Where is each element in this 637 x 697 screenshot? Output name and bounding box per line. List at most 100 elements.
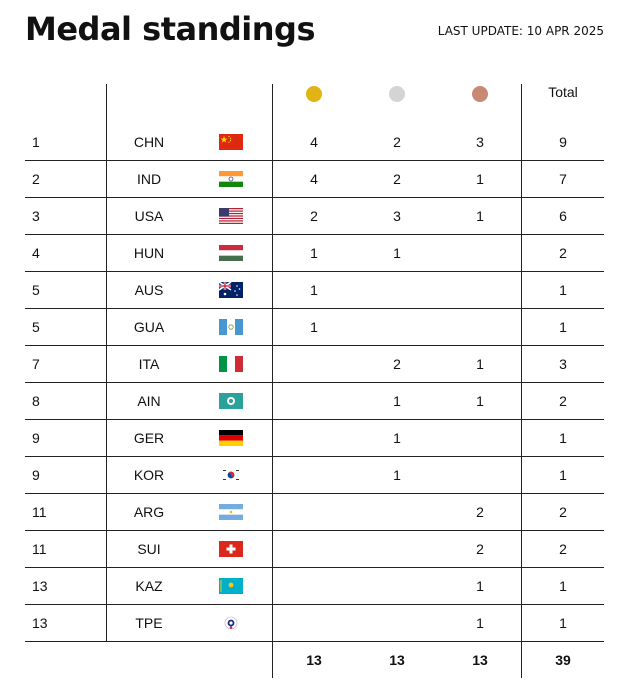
kazakhstan-flag — [219, 578, 243, 594]
bronze-count: 3 — [476, 134, 484, 150]
gold-count — [294, 531, 334, 568]
gold-count: 1 — [310, 245, 318, 261]
country-code: TPE — [135, 615, 163, 631]
row-divider — [25, 641, 604, 642]
total-count: 2 — [559, 393, 567, 409]
row-divider — [25, 567, 604, 568]
row-divider — [25, 456, 604, 457]
switzerland-flag — [219, 541, 243, 557]
silver-count: 1 — [393, 467, 401, 483]
rank-cell: 9 — [32, 430, 40, 446]
country-code: AIN — [137, 393, 161, 409]
guatemala-flag — [219, 319, 243, 335]
australia-flag — [218, 281, 243, 298]
bronze-count: 1 — [476, 615, 484, 631]
india-flag — [219, 171, 243, 187]
bronze-total: 13 — [472, 652, 488, 668]
silver-count — [377, 531, 417, 568]
country-code: ARG — [133, 504, 165, 520]
rank-cell: 5 — [32, 319, 40, 335]
silver-count — [377, 568, 417, 605]
gold-count: 2 — [310, 208, 318, 224]
country-code: AUS — [134, 282, 164, 298]
gold-count: 4 — [310, 171, 318, 187]
rank-cell: 3 — [32, 208, 40, 224]
rank-cell: 11 — [32, 504, 47, 520]
total-count: 2 — [559, 541, 567, 557]
country-code: IND — [136, 171, 162, 187]
total-count: 1 — [559, 467, 567, 483]
bronze-count: 1 — [476, 208, 484, 224]
bronze-count: 1 — [476, 578, 484, 594]
bronze-count — [460, 457, 500, 494]
ain-flag — [219, 393, 243, 409]
gold-count: 4 — [310, 134, 318, 150]
row-divider — [25, 271, 604, 272]
gold-count — [294, 494, 334, 531]
row-divider — [25, 419, 604, 420]
chinese-taipei-flag — [219, 615, 243, 631]
gold-medal-icon — [306, 86, 322, 102]
divider — [272, 84, 273, 678]
rank-cell: 7 — [32, 356, 40, 372]
row-divider — [25, 382, 604, 383]
silver-count — [377, 494, 417, 531]
total-count: 7 — [559, 171, 567, 187]
country-code: KAZ — [135, 578, 163, 594]
country-code: SUI — [137, 541, 161, 557]
gold-count: 1 — [310, 282, 318, 298]
rank-cell: 5 — [32, 282, 40, 298]
bronze-count: 2 — [476, 541, 484, 557]
silver-count: 1 — [393, 430, 401, 446]
rank-cell: 9 — [32, 467, 40, 483]
gold-count — [294, 346, 334, 383]
bronze-medal-icon — [472, 86, 488, 102]
total-count: 2 — [559, 504, 567, 520]
bronze-count: 1 — [476, 393, 484, 409]
total-count: 1 — [559, 578, 567, 594]
gold-count — [294, 457, 334, 494]
silver-count: 3 — [393, 208, 401, 224]
gold-count — [294, 568, 334, 605]
argentina-flag — [219, 504, 243, 520]
total-count: 1 — [559, 282, 567, 298]
country-code: KOR — [133, 467, 165, 483]
rank-cell: 4 — [32, 245, 40, 261]
bronze-count: 2 — [476, 504, 484, 520]
total-count: 9 — [559, 134, 567, 150]
rank-cell: 13 — [32, 615, 48, 631]
rank-cell: 8 — [32, 393, 40, 409]
silver-count: 2 — [393, 134, 401, 150]
rank-cell: 11 — [32, 541, 47, 557]
hungary-flag — [219, 245, 243, 261]
rank-cell: 1 — [32, 134, 40, 150]
rank-cell: 13 — [32, 578, 48, 594]
germany-flag — [219, 430, 243, 446]
country-code: HUN — [133, 245, 165, 261]
row-divider — [25, 160, 604, 161]
divider — [521, 84, 522, 678]
row-divider — [25, 604, 604, 605]
total-header: Total — [548, 84, 578, 100]
bronze-count — [460, 420, 500, 457]
silver-count — [377, 309, 417, 346]
usa-flag — [219, 208, 243, 227]
china-flag — [219, 134, 243, 150]
bronze-count — [460, 235, 500, 272]
total-count: 3 — [559, 356, 567, 372]
rank-cell: 2 — [32, 171, 40, 187]
bronze-count: 1 — [476, 171, 484, 187]
silver-total: 13 — [389, 652, 405, 668]
total-count: 2 — [559, 245, 567, 261]
row-divider — [25, 197, 604, 198]
bronze-count — [460, 309, 500, 346]
row-divider — [25, 345, 604, 346]
bronze-count: 1 — [476, 356, 484, 372]
silver-count — [377, 605, 417, 642]
gold-count: 1 — [310, 319, 318, 335]
row-divider — [25, 493, 604, 494]
row-divider — [25, 234, 604, 235]
gold-count — [294, 420, 334, 457]
country-code: CHN — [133, 134, 165, 150]
total-count: 1 — [559, 430, 567, 446]
